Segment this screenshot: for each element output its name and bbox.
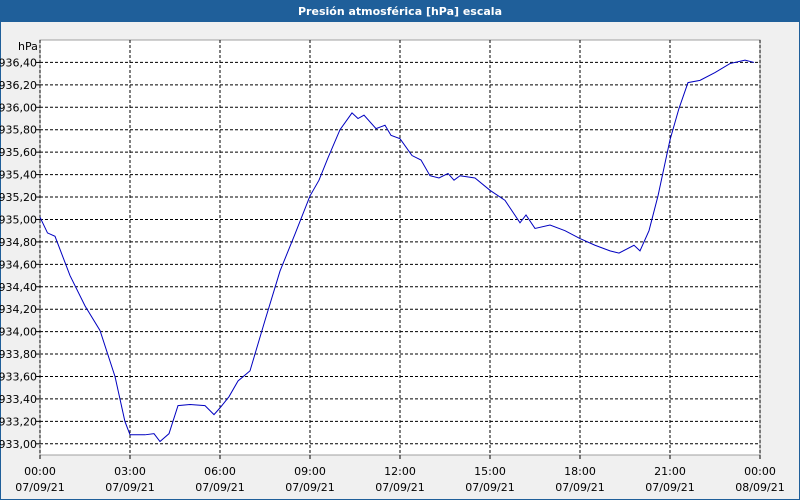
x-tick-label: 12:00 — [384, 465, 416, 478]
window-title: Presión atmosférica [hPa] escala — [298, 5, 502, 18]
y-tick-label: 934,60 — [0, 258, 37, 271]
x-tick-label: 07/09/21 — [15, 481, 64, 494]
x-tick-label: 15:00 — [474, 465, 506, 478]
y-tick-label: 933,60 — [0, 370, 37, 383]
y-tick-label: 934,00 — [0, 326, 37, 339]
y-tick-label: 935,00 — [0, 213, 37, 226]
x-tick-label: 07/09/21 — [645, 481, 694, 494]
y-tick-label: 935,80 — [0, 124, 37, 137]
x-tick-label: 18:00 — [564, 465, 596, 478]
x-tick-label: 21:00 — [654, 465, 686, 478]
x-tick-label: 03:00 — [114, 465, 146, 478]
x-tick-label: 07/09/21 — [555, 481, 604, 494]
y-tick-label: 934,80 — [0, 236, 37, 249]
x-tick-label: 07/09/21 — [375, 481, 424, 494]
y-tick-label: 936,40 — [0, 56, 37, 69]
x-tick-label: 07/09/21 — [465, 481, 514, 494]
y-tick-label: 933,00 — [0, 438, 37, 451]
x-tick-label: 07/09/21 — [105, 481, 154, 494]
y-tick-label: 934,40 — [0, 281, 37, 294]
y-tick-label: 935,40 — [0, 169, 37, 182]
x-tick-label: 07/09/21 — [195, 481, 244, 494]
x-tick-label: 07/09/21 — [285, 481, 334, 494]
x-tick-label: 09:00 — [294, 465, 326, 478]
y-tick-label: 935,60 — [0, 146, 37, 159]
y-tick-label: 935,20 — [0, 191, 37, 204]
data-line — [39, 59, 755, 443]
x-tick-label: 00:00 — [744, 465, 776, 478]
y-tick-label: 933,20 — [0, 415, 37, 428]
y-axis-label: hPa — [18, 40, 38, 53]
y-tick-label: 936,00 — [0, 101, 37, 114]
x-tick-label: 08/09/21 — [735, 481, 784, 494]
y-tick-label: 933,40 — [0, 393, 37, 406]
title-bar — [0, 0, 800, 22]
x-tick-label: 06:00 — [204, 465, 236, 478]
y-tick-label: 936,20 — [0, 79, 37, 92]
y-tick-label: 934,20 — [0, 303, 37, 316]
y-tick-label: 933,80 — [0, 348, 37, 361]
x-tick-label: 00:00 — [24, 465, 56, 478]
